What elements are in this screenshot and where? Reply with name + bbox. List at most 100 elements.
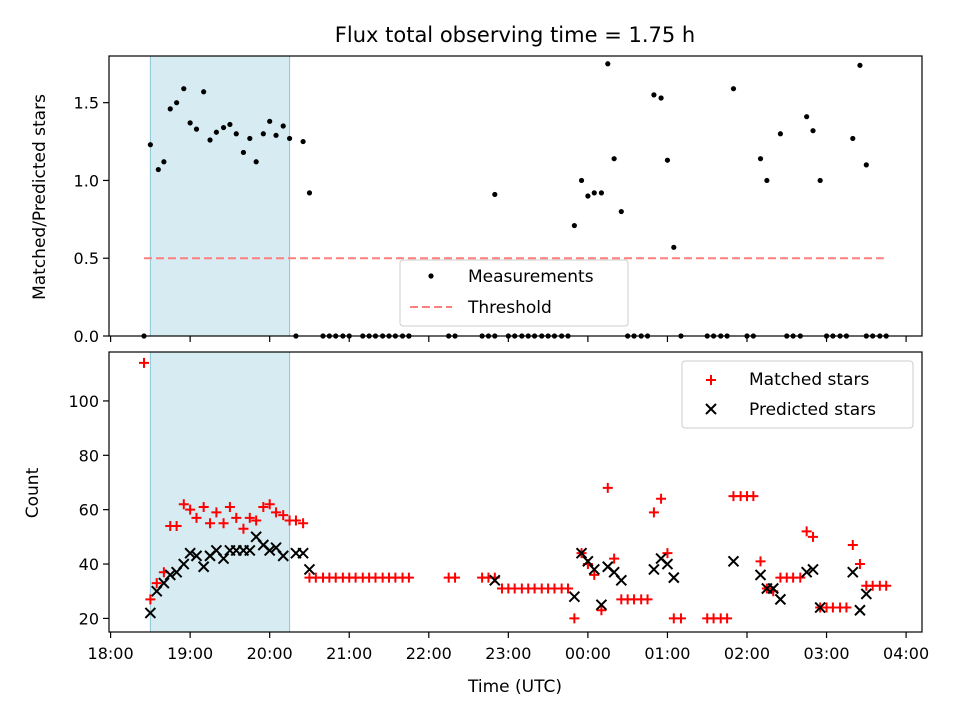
measurement-point bbox=[605, 61, 611, 67]
measurement-point bbox=[240, 149, 247, 156]
bottom-x-tick-label: 00:00 bbox=[565, 644, 611, 663]
measurement-point bbox=[300, 138, 306, 145]
bottom-y-tick-label: 80 bbox=[79, 446, 99, 465]
matched-point bbox=[139, 357, 150, 368]
matched-point bbox=[191, 512, 202, 523]
matched-point bbox=[145, 594, 156, 605]
bottom-panel: 20 40 60 80 100 18:00 19:00 20:00 21:00 22:00 23:0… bbox=[68, 351, 929, 663]
measurement-point bbox=[591, 190, 597, 196]
measurement-point bbox=[193, 126, 200, 132]
bottom-y-tick-label: 100 bbox=[68, 392, 99, 411]
measurement-point bbox=[658, 95, 664, 101]
predicted-point bbox=[800, 566, 813, 578]
matched-point bbox=[290, 515, 301, 526]
measurement-point bbox=[227, 121, 233, 128]
predicted-point bbox=[860, 588, 873, 600]
predicted-point bbox=[489, 574, 501, 587]
matched-point bbox=[231, 512, 242, 523]
measurement-point bbox=[280, 123, 286, 129]
predicted-point bbox=[568, 590, 581, 603]
predicted-point bbox=[661, 558, 674, 570]
predicted-point bbox=[190, 550, 203, 562]
matched-point bbox=[795, 572, 806, 583]
measurement-point bbox=[201, 89, 207, 95]
top-y-axis-label: Matched/Predicted stars bbox=[30, 94, 50, 300]
measurement-point bbox=[267, 118, 273, 124]
matched-point bbox=[602, 482, 613, 493]
predicted-point bbox=[575, 547, 588, 559]
predicted-point bbox=[807, 563, 819, 576]
bottom-plot-frame bbox=[108, 351, 923, 633]
legend-marker-matched bbox=[706, 375, 716, 385]
matched-point bbox=[881, 580, 892, 591]
matched-point bbox=[298, 518, 309, 529]
matched-point bbox=[675, 613, 686, 624]
measurement-point bbox=[817, 177, 823, 184]
top-legend: Measurements Threshold bbox=[399, 259, 629, 327]
measurement-point bbox=[306, 190, 313, 196]
matched-point bbox=[841, 602, 852, 613]
predicted-point bbox=[303, 563, 316, 576]
matched-point bbox=[211, 507, 222, 518]
matched-point bbox=[178, 499, 189, 510]
measurement-point bbox=[161, 159, 167, 165]
matched-point bbox=[198, 501, 209, 512]
bottom-x-tick-label: 20:00 bbox=[247, 644, 293, 663]
predicted-point bbox=[727, 555, 740, 568]
bottom-highlight-span bbox=[149, 351, 291, 633]
measurement-point bbox=[147, 142, 153, 148]
matched-point bbox=[847, 540, 858, 551]
bottom-y-tick-label: 40 bbox=[79, 555, 99, 574]
matched-point bbox=[596, 605, 607, 616]
legend-label-predicted: Predicted stars bbox=[749, 400, 876, 420]
top-highlight-span bbox=[149, 55, 291, 337]
measurement-point bbox=[664, 157, 671, 163]
measurement-point bbox=[155, 166, 161, 173]
predicted-point bbox=[774, 593, 787, 606]
predicted-point bbox=[668, 571, 680, 584]
top-y-tick-label: 1.5 bbox=[74, 94, 99, 113]
matched-point bbox=[278, 510, 289, 521]
predicted-point bbox=[164, 569, 176, 581]
legend-label-measurements: Measurements bbox=[468, 267, 594, 287]
measurement-point bbox=[220, 124, 227, 131]
measurement-point bbox=[671, 244, 677, 250]
top-y-tick-label: 0.5 bbox=[74, 249, 99, 268]
measurement-point bbox=[651, 92, 657, 98]
measurement-point bbox=[857, 62, 863, 68]
matched-point bbox=[185, 504, 196, 515]
measurement-point bbox=[253, 159, 259, 165]
matched-point bbox=[662, 548, 673, 559]
x-axis-label: Time (UTC) bbox=[467, 677, 562, 697]
bottom-x-tick-label: 18:00 bbox=[88, 644, 134, 663]
top-y-tick-label: 0.0 bbox=[74, 327, 99, 346]
bottom-x-tick-label: 21:00 bbox=[326, 644, 372, 663]
matched-point bbox=[569, 613, 580, 624]
matched-point bbox=[755, 556, 766, 567]
measurement-point bbox=[863, 162, 869, 168]
predicted-point bbox=[615, 574, 628, 587]
measurement-point bbox=[492, 191, 498, 198]
bottom-y-tick-label: 60 bbox=[79, 501, 99, 520]
measurement-point bbox=[804, 114, 810, 120]
predicted-point bbox=[847, 566, 859, 578]
predicted-point bbox=[754, 569, 767, 581]
measurement-point bbox=[730, 86, 737, 92]
bottom-x-tick-label: 02:00 bbox=[724, 644, 770, 663]
chart-title: Flux total observing time = 1.75 h bbox=[335, 23, 695, 47]
measurement-point bbox=[167, 106, 173, 112]
predicted-point bbox=[588, 563, 600, 576]
measurement-point bbox=[611, 156, 617, 162]
predicted-point bbox=[814, 601, 826, 614]
bottom-x-tick-label: 23:00 bbox=[485, 644, 531, 663]
measurement-point bbox=[273, 132, 279, 138]
matched-point bbox=[251, 515, 262, 526]
bottom-x-tick-label: 04:00 bbox=[883, 644, 929, 663]
measurement-point bbox=[213, 129, 219, 135]
matched-point bbox=[151, 578, 162, 589]
predicted-point bbox=[244, 544, 256, 557]
predicted-point bbox=[178, 558, 190, 570]
predicted-point bbox=[595, 599, 608, 611]
legend-marker-measurements bbox=[428, 273, 434, 279]
predicted-point bbox=[767, 582, 779, 595]
